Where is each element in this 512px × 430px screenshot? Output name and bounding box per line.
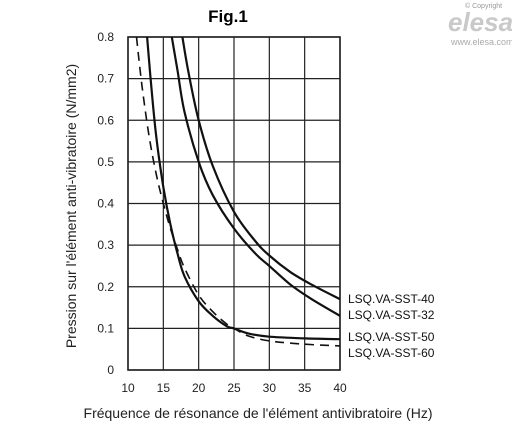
chart-title: Fig.1 <box>208 7 248 26</box>
y-tick-label: 0.3 <box>97 238 114 252</box>
tick-labels: 10 15 20 25 30 35 40 0 0.1 0.2 0.3 0.4 0.5 0.6 0.7 0.8 <box>97 30 347 395</box>
x-tick-label: 35 <box>298 381 312 395</box>
legend: LSQ.VA-SST-40 LSQ.VA-SST-32 LSQ.VA-SST-50 L… <box>348 292 435 360</box>
brand-logo: © Copyright elesa www.elesa.com <box>448 2 512 47</box>
y-tick-label: 0 <box>107 363 114 377</box>
series-line-lsq-va-sst-60 <box>135 37 340 347</box>
plot-frame <box>127 36 341 371</box>
brand-name: elesa <box>448 7 512 37</box>
y-tick-label: 0.1 <box>97 321 114 335</box>
series-line-lsq-va-sst-32 <box>170 37 340 317</box>
legend-label-lsq-va-sst-32: LSQ.VA-SST-32 <box>348 308 435 322</box>
x-axis-label: Fréquence de résonance de l'élément anti… <box>84 405 433 421</box>
legend-label-lsq-va-sst-50: LSQ.VA-SST-50 <box>348 330 435 344</box>
y-tick-label: 0.2 <box>97 280 114 294</box>
x-tick-label: 15 <box>157 381 171 395</box>
y-tick-label: 0.6 <box>97 113 114 127</box>
x-tick-label: 40 <box>333 381 347 395</box>
x-tick-label: 10 <box>121 381 135 395</box>
series-line-lsq-va-sst-50 <box>146 37 340 341</box>
legend-label-lsq-va-sst-60: LSQ.VA-SST-60 <box>348 346 435 360</box>
y-tick-label: 0.4 <box>97 197 114 211</box>
y-tick-label: 0.7 <box>97 72 114 86</box>
brand-copyright: © Copyright <box>465 2 502 10</box>
y-axis-label: Pression sur l'élément anti-vibratoire (… <box>63 64 79 348</box>
y-tick-label: 0.8 <box>97 30 114 44</box>
x-tick-label: 25 <box>227 381 241 395</box>
series-line-lsq-va-sst-40 <box>181 37 340 301</box>
legend-label-lsq-va-sst-40: LSQ.VA-SST-40 <box>348 292 435 306</box>
plot-area <box>127 36 341 371</box>
y-tick-label: 0.5 <box>97 155 114 169</box>
x-tick-label: 20 <box>192 381 206 395</box>
x-tick-label: 30 <box>263 381 277 395</box>
brand-url: www.elesa.com <box>450 37 512 47</box>
